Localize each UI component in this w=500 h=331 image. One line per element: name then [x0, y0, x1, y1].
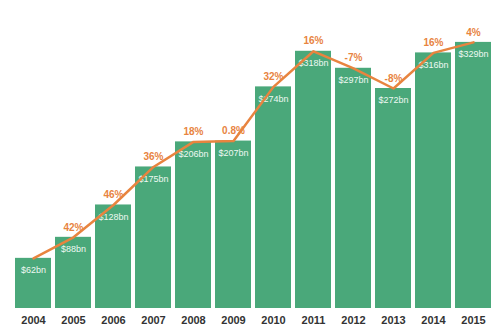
svg-text:2012: 2012 [341, 314, 365, 326]
svg-text:46%: 46% [103, 189, 123, 200]
svg-text:2015: 2015 [461, 314, 485, 326]
svg-text:$175bn: $175bn [138, 173, 169, 184]
svg-text:$274bn: $274bn [258, 93, 289, 104]
svg-text:2013: 2013 [381, 314, 405, 326]
svg-text:2008: 2008 [181, 314, 205, 326]
svg-text:$329bn: $329bn [458, 49, 488, 59]
svg-text:$206bn: $206bn [178, 149, 208, 159]
svg-text:16%: 16% [423, 37, 443, 48]
svg-text:2009: 2009 [221, 314, 245, 326]
svg-text:18%: 18% [183, 126, 203, 137]
svg-text:$272bn: $272bn [378, 95, 408, 105]
svg-text:$128bn: $128bn [98, 211, 129, 222]
svg-text:2005: 2005 [61, 314, 85, 326]
svg-text:$207bn: $207bn [218, 148, 248, 158]
svg-text:4%: 4% [466, 27, 481, 38]
svg-text:32%: 32% [263, 71, 283, 82]
svg-text:2006: 2006 [101, 314, 125, 326]
svg-text:36%: 36% [143, 151, 163, 162]
svg-text:-7%: -7% [345, 52, 363, 63]
svg-text:$318bn: $318bn [298, 58, 329, 69]
svg-text:42%: 42% [63, 222, 83, 233]
svg-text:-8%: -8% [385, 73, 403, 84]
svg-text:2014: 2014 [421, 314, 446, 326]
svg-text:$62bn: $62bn [21, 265, 46, 275]
svg-text:0.8%: 0.8% [222, 125, 245, 136]
svg-text:$297bn: $297bn [338, 75, 368, 85]
svg-text:16%: 16% [303, 35, 323, 46]
svg-text:2004: 2004 [21, 314, 46, 326]
svg-text:$316bn: $316bn [418, 59, 449, 70]
svg-text:2011: 2011 [302, 314, 326, 326]
svg-text:2007: 2007 [141, 314, 165, 326]
svg-text:$88bn: $88bn [61, 244, 86, 254]
svg-text:2010: 2010 [261, 314, 285, 326]
